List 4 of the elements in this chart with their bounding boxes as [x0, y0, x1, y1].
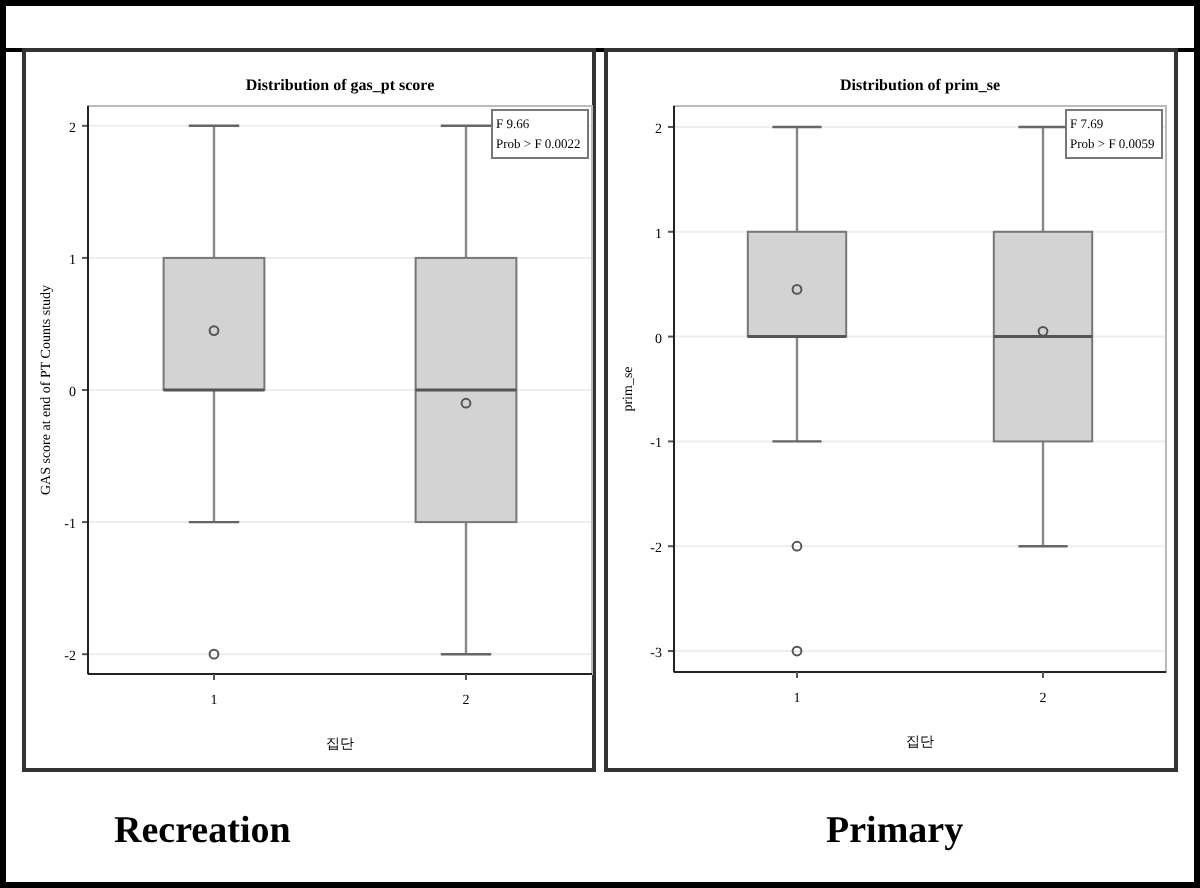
chart-title: Distribution of gas_pt score	[245, 76, 436, 94]
text: Primary	[826, 810, 965, 852]
chart-title: Distribution of prim_se	[840, 76, 1001, 94]
text: Recreation	[114, 810, 292, 852]
